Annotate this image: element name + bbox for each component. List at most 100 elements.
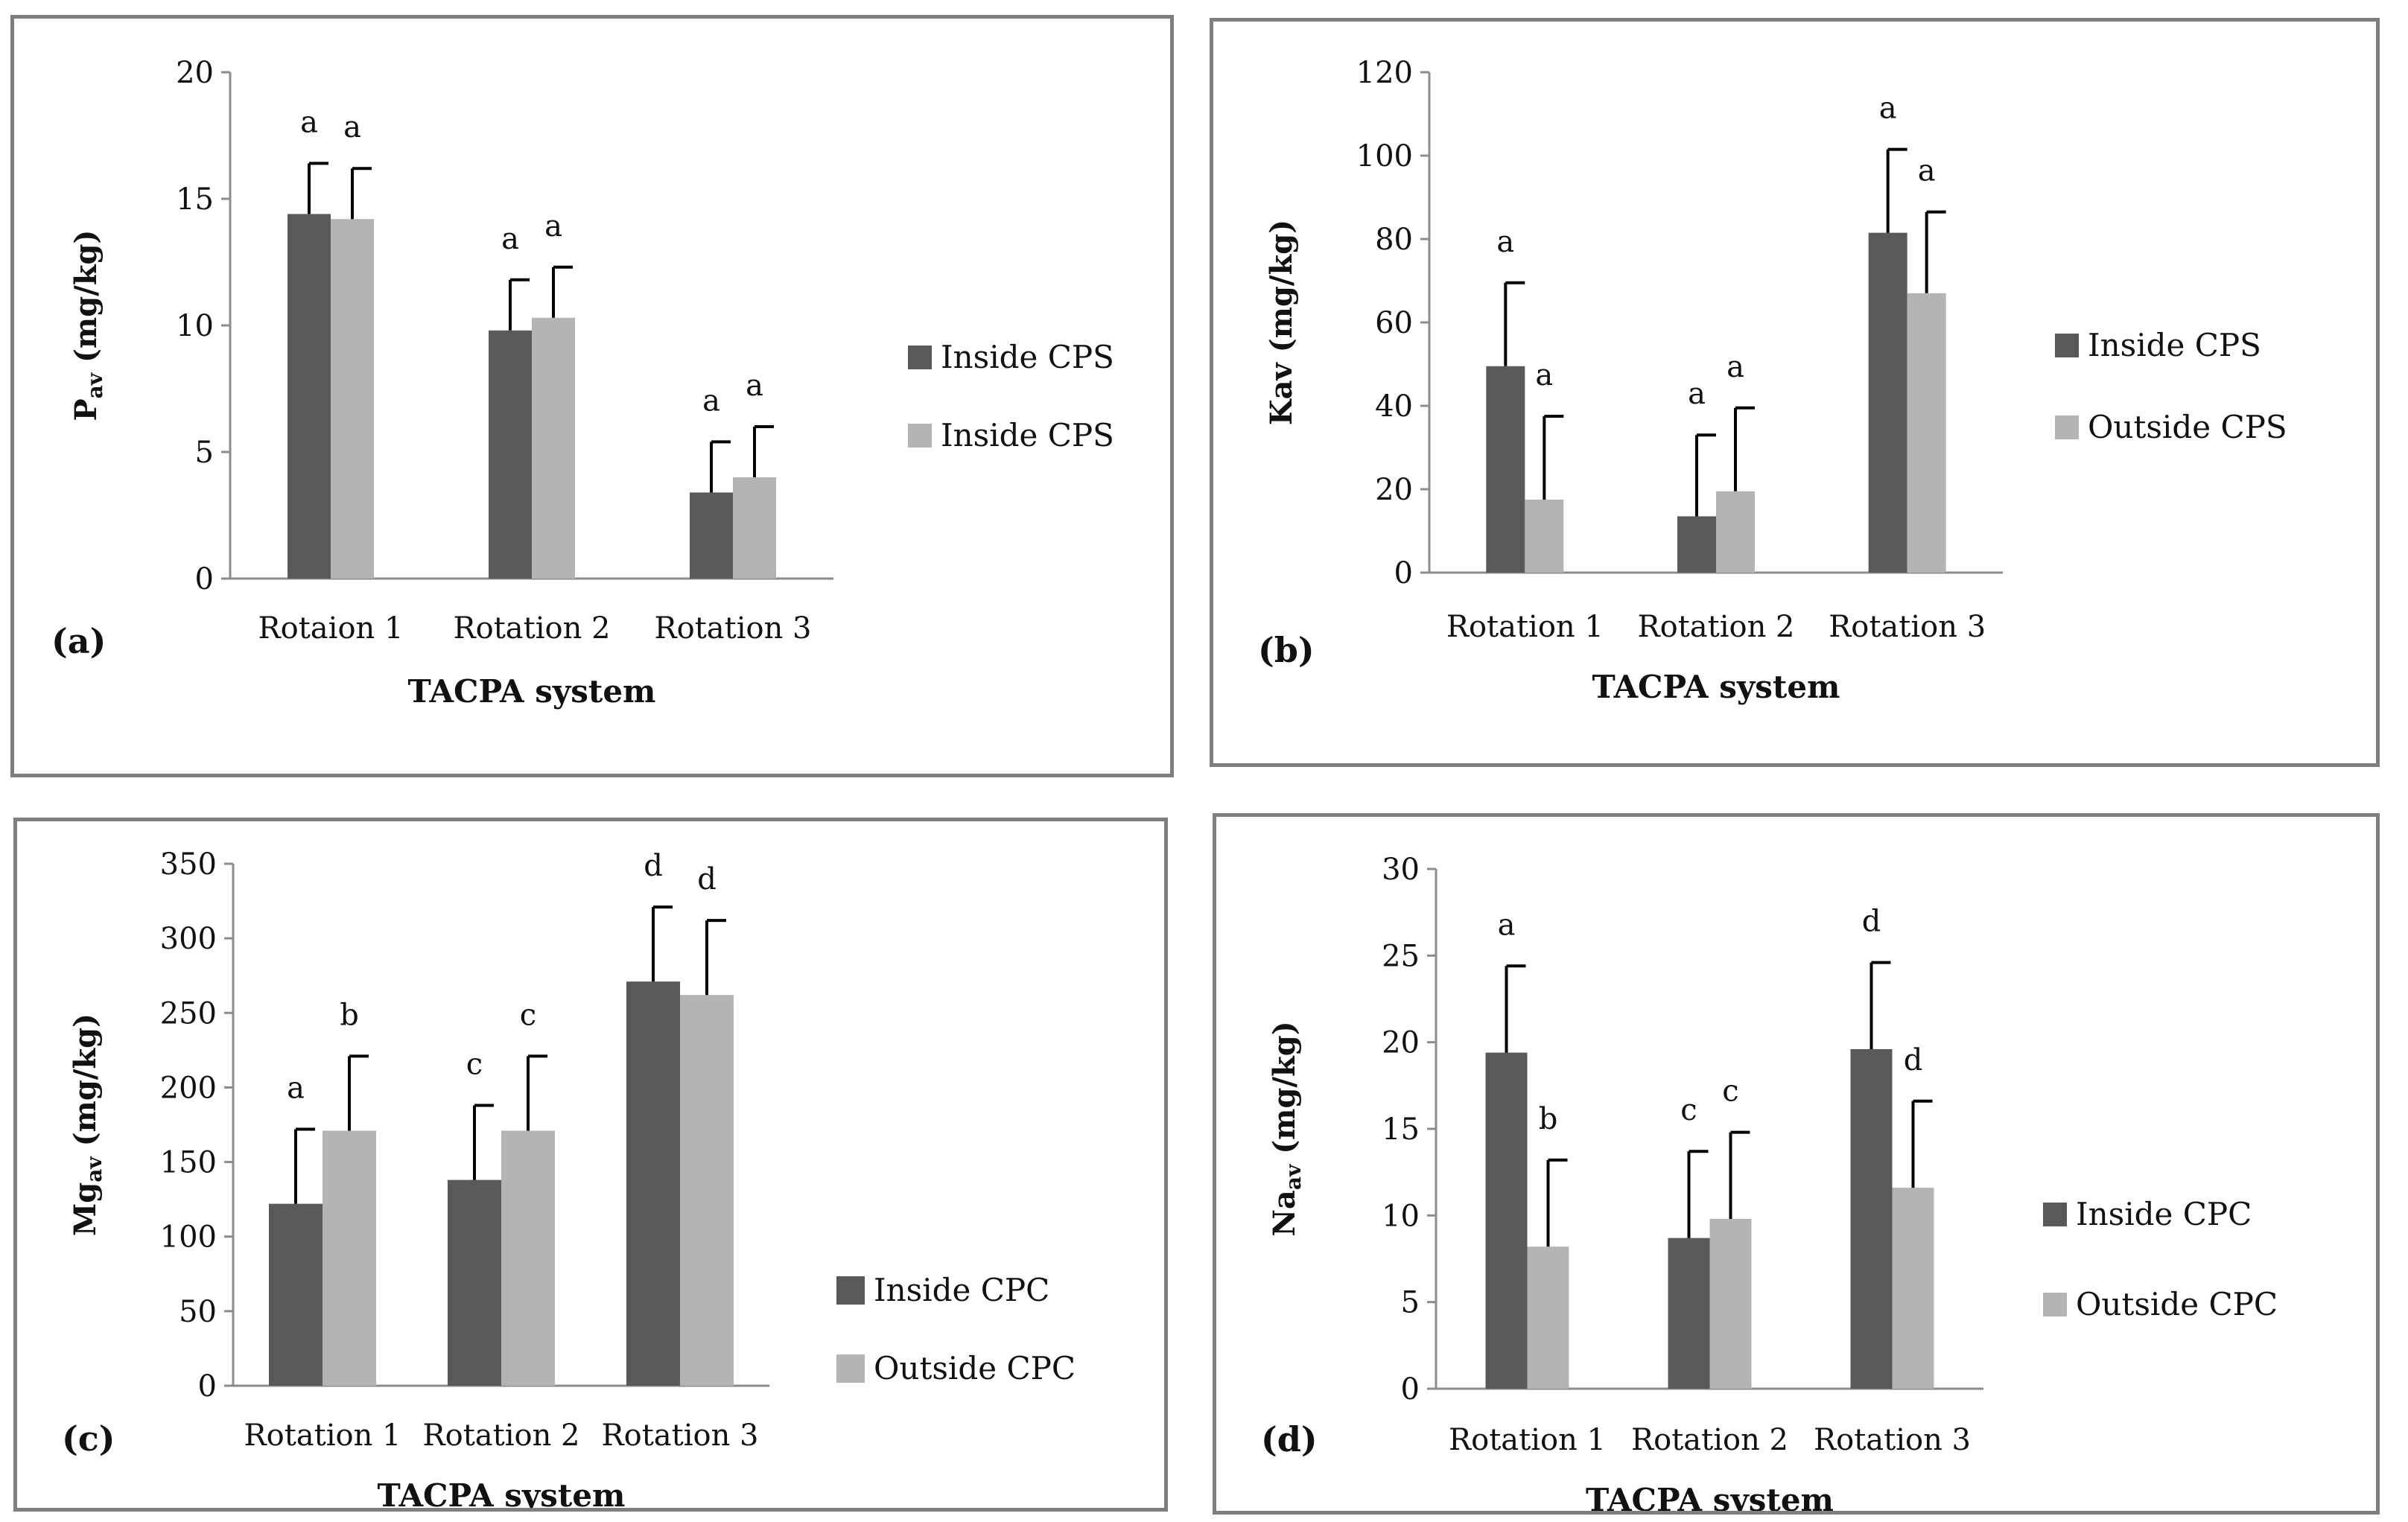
significance-label: c — [1680, 1093, 1697, 1127]
panel-label: (a) — [51, 621, 106, 661]
legend-label: Outside CPC — [874, 1350, 1076, 1386]
x-category-label: Rotation 1 — [1449, 1423, 1606, 1457]
significance-label: c — [1722, 1074, 1738, 1109]
y-tick-label: 200 — [160, 1071, 217, 1105]
significance-label: d — [1904, 1043, 1923, 1077]
legend-label: Inside CPS — [2088, 327, 2261, 363]
bar-inside — [1868, 232, 1907, 573]
bar-outside — [331, 219, 374, 579]
x-category-label: Rotation 3 — [655, 611, 812, 646]
significance-label: c — [520, 998, 536, 1032]
significance-label: a — [300, 105, 318, 139]
bar-outside — [680, 995, 734, 1386]
x-category-label: Rotation 2 — [454, 611, 611, 646]
significance-label: a — [544, 209, 562, 243]
bar-outside — [1525, 500, 1564, 573]
chart-panel-a: 0 5 10 15 20 a a Rotaion 1 a a Rotation 2 a a Rotatio… — [10, 15, 1174, 777]
significance-label: d — [697, 862, 717, 897]
legend-swatch — [836, 1276, 865, 1305]
y-tick-label: 80 — [1375, 223, 1413, 257]
legend-swatch — [2055, 334, 2079, 357]
y-tick-label: 100 — [160, 1220, 217, 1255]
bar-inside — [288, 214, 331, 579]
legend-label: Inside CPS — [941, 339, 1114, 375]
y-tick-label: 250 — [160, 996, 217, 1031]
legend-label: Inside CPS — [941, 417, 1114, 453]
significance-label: a — [702, 383, 720, 418]
chart-panel-c: 0 50 100 150 200 250 300 350 a b Rotation 1 c c Rotat… — [13, 818, 1168, 1512]
y-tick-label: 120 — [1356, 56, 1413, 90]
y-axis-title: Naav (mg/kg) — [1267, 1021, 1306, 1236]
bar-outside — [323, 1130, 376, 1386]
significance-label: a — [1688, 377, 1706, 411]
chart-d-svg: 0 5 10 15 20 25 30 a b Rotation 1 cc Rotation 2 d d Ro… — [1261, 853, 2278, 1511]
y-tick-label: 300 — [160, 922, 217, 956]
significance-label: a — [287, 1072, 305, 1106]
y-tick-label: 0 — [198, 1369, 217, 1404]
legend-swatch — [2043, 1203, 2067, 1226]
y-tick-label: 40 — [1375, 389, 1413, 424]
bar-inside — [448, 1179, 501, 1386]
y-tick-label: 60 — [1375, 306, 1413, 340]
x-category-label: Rotation 3 — [602, 1418, 759, 1453]
y-axis-title: Kav (mg/kg) — [1264, 220, 1299, 425]
significance-label: a — [1496, 225, 1514, 259]
y-tick-label: 15 — [176, 182, 214, 217]
y-tick-label: 150 — [160, 1146, 217, 1180]
significance-label: d — [1862, 905, 1881, 939]
y-tick-label: 10 — [176, 309, 214, 343]
significance-label: b — [340, 998, 359, 1032]
x-axis-title: TACPA system — [1586, 1482, 1834, 1511]
y-tick-label: 5 — [195, 436, 214, 470]
panel-label: (c) — [62, 1418, 115, 1459]
legend-label: Outside CPS — [2088, 409, 2287, 445]
legend-label: Outside CPC — [2076, 1286, 2278, 1322]
x-category-label: Rotation 2 — [1638, 610, 1795, 644]
y-tick-label: 20 — [1375, 473, 1413, 507]
significance-label: a — [1726, 350, 1744, 384]
bar-outside — [532, 317, 575, 579]
significance-label: a — [501, 222, 519, 256]
legend-swatch — [836, 1354, 865, 1383]
bar-inside — [489, 330, 532, 579]
legend-swatch — [2055, 415, 2079, 439]
bar-inside — [626, 981, 680, 1386]
legend-label: Inside CPC — [2076, 1196, 2252, 1232]
significance-label: a — [1498, 908, 1516, 942]
y-tick-label: 0 — [1401, 1372, 1420, 1407]
significance-label: a — [1879, 92, 1897, 126]
x-category-label: Rotaion 1 — [258, 611, 404, 646]
y-tick-label: 50 — [179, 1295, 217, 1329]
bar-outside — [501, 1130, 555, 1386]
x-category-label: Rotation 3 — [1829, 610, 1986, 644]
y-tick-label: 5 — [1401, 1286, 1420, 1320]
significance-label: d — [644, 849, 663, 883]
x-category-label: Rotation 3 — [1814, 1423, 1971, 1457]
bar-inside — [690, 492, 733, 579]
significance-label: a — [1918, 154, 1936, 188]
bar-inside — [1677, 516, 1716, 573]
legend-swatch — [908, 424, 932, 448]
x-axis-title: TACPA system — [378, 1477, 626, 1508]
legend-label: Inside CPC — [874, 1272, 1049, 1308]
significance-label: b — [1539, 1102, 1558, 1136]
y-tick-label: 10 — [1382, 1199, 1420, 1233]
x-axis-title: TACPA system — [1592, 669, 1840, 705]
panel-label: (d) — [1261, 1419, 1318, 1459]
x-category-label: Rotation 2 — [423, 1418, 580, 1453]
significance-label: a — [1535, 358, 1553, 392]
y-axis-title: Mgav (mg/kg) — [68, 1013, 107, 1236]
y-tick-label: 350 — [160, 847, 217, 882]
significance-label: a — [746, 369, 763, 403]
y-tick-label: 30 — [1382, 853, 1420, 887]
bar-inside — [1850, 1048, 1893, 1389]
y-tick-label: 25 — [1382, 939, 1420, 973]
y-axis-title: Pav (mg/kg) — [69, 230, 107, 421]
x-axis-title: TACPA system — [408, 673, 656, 710]
bar-inside — [1486, 366, 1525, 573]
legend-swatch — [2043, 1293, 2067, 1316]
bar-outside — [733, 477, 776, 579]
